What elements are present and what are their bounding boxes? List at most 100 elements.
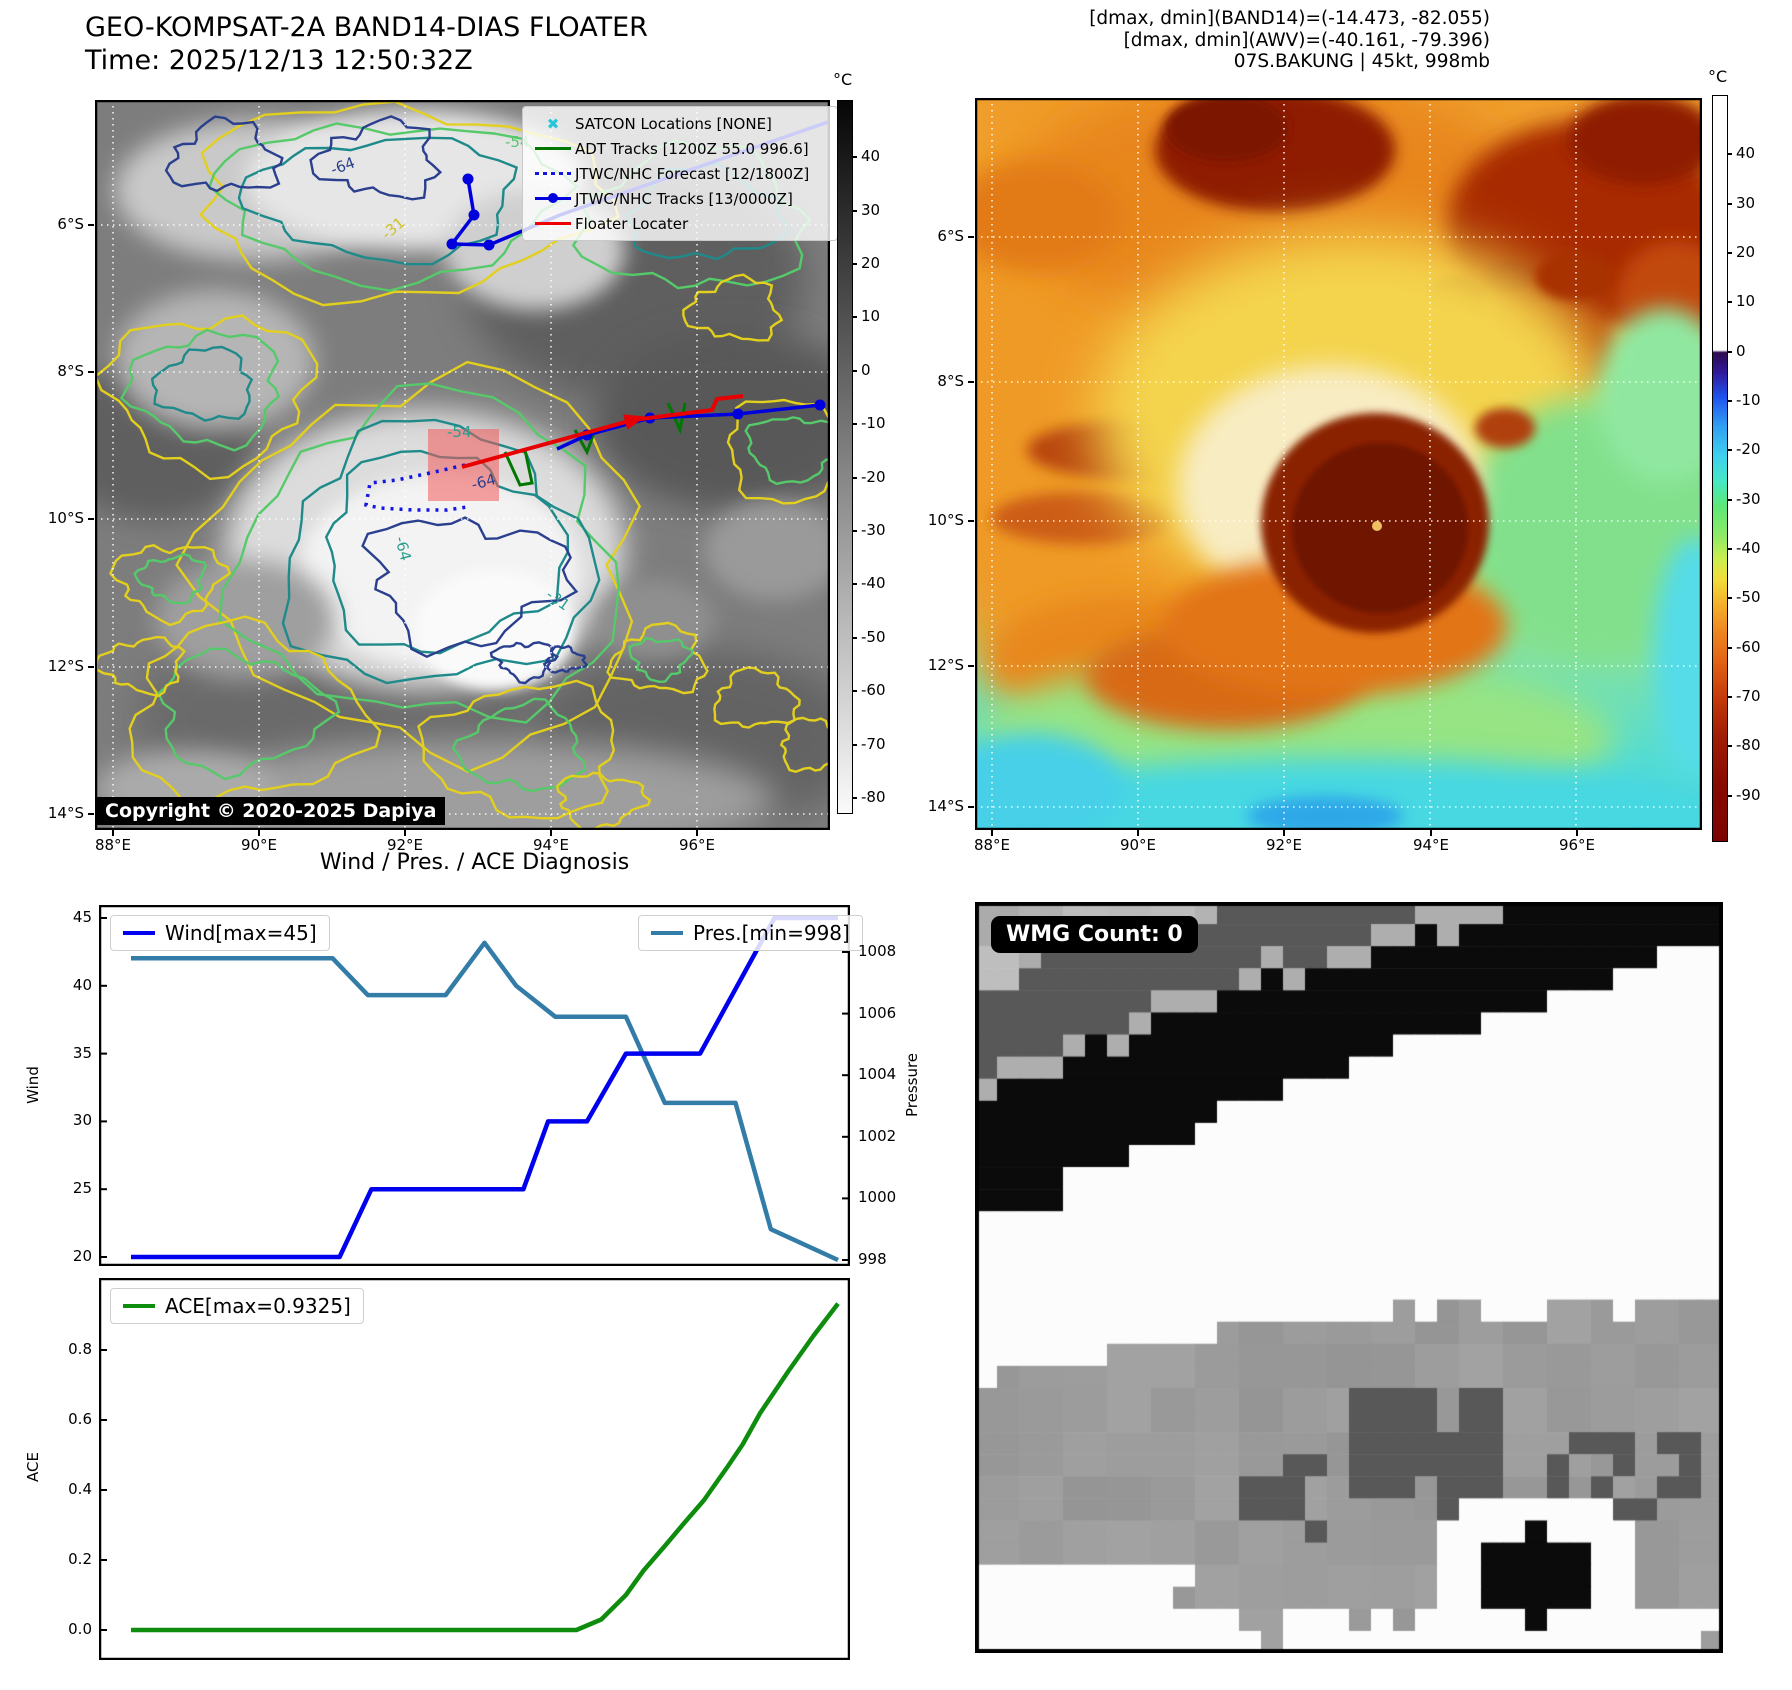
legend-item-label: JTWC/NHC Tracks [13/0000Z] [575, 189, 793, 208]
colorbar-tick-label: -10 [861, 414, 886, 433]
colorbar-tick-mark [1727, 646, 1732, 649]
colorbar-tick-label: -60 [861, 681, 886, 700]
y-tick-mark [88, 813, 94, 815]
awv-colorbar-unit: °C [1708, 67, 1728, 86]
wind-axis-label: Wind [24, 1066, 42, 1104]
colorbar-tick-mark [1727, 695, 1732, 698]
colorbar-tick-label: 0 [861, 360, 871, 379]
colorbar-tick-label: -30 [1736, 489, 1761, 508]
colorbar-tick-label: -80 [861, 788, 886, 807]
colorbar-tick-mark [1727, 745, 1732, 748]
y-tick-mark [968, 236, 974, 238]
legend-item-label: Floater Locater [575, 214, 689, 233]
lon-tick-label: 94°E [532, 836, 570, 854]
map-legend: ✖ SATCON Locations [NONE] ADT Tracks [1200… [522, 106, 838, 241]
figure-title: GEO-KOMPSAT-2A BAND14-DIAS FLOATER [85, 12, 648, 43]
colorbar-tick-label: -70 [861, 734, 886, 753]
wind-legend-label: Wind[max=45] [165, 921, 317, 945]
colorbar-tick-label: -50 [861, 627, 886, 646]
ace-legend: ACE[max=0.9325] [110, 1288, 364, 1324]
annotation-awv-range: [dmax, dmin](AWV)=(-40.161, -79.396) [1123, 29, 1490, 51]
pressure-tick-label: 1002 [858, 1126, 897, 1145]
y-tick-mark [968, 381, 974, 383]
colorbar-tick-mark [852, 797, 857, 800]
colorbar-tick-mark [1727, 153, 1732, 156]
legend-marker-line-icon [531, 146, 575, 151]
lon-tick-label: 90°E [1119, 836, 1157, 854]
figure-timestamp: Time: 2025/12/13 12:50:32Z [85, 45, 473, 76]
wmg-mask-image [975, 902, 1723, 1653]
wind-line-icon [123, 931, 155, 935]
colorbar-tick-label: 30 [861, 200, 881, 219]
colorbar-tick-mark [852, 636, 857, 639]
pressure-legend: Pres.[min=998] [638, 915, 863, 951]
pressure-tick-label: 1006 [858, 1003, 897, 1022]
ace-tick-label: 0.6 [68, 1410, 92, 1428]
ace-axis-label: ACE [24, 1452, 42, 1482]
colorbar-tick-label: 10 [1736, 292, 1756, 311]
colorbar-tick-mark [1727, 202, 1732, 205]
annotation-band14-range: [dmax, dmin](BAND14)=(-14.473, -82.055) [1089, 8, 1490, 29]
ace-legend-label: ACE[max=0.9325] [165, 1294, 351, 1318]
lon-tick-label: 92°E [1265, 836, 1303, 854]
legend-item-label: ADT Tracks [1200Z 55.0 996.6] [575, 139, 809, 158]
x-tick-mark [112, 830, 114, 836]
lon-tick-label: 92°E [386, 836, 424, 854]
wind-pressure-chart [99, 905, 850, 1266]
colorbar-tick-mark [1727, 399, 1732, 402]
wind-tick-label: 35 [72, 1043, 92, 1062]
colorbar-tick-mark [1727, 350, 1732, 353]
legend-item-label: JTWC/NHC Forecast [12/1800Z] [575, 164, 810, 183]
annotation-storm-id: 07S.BAKUNG | 45kt, 998mb [1233, 51, 1490, 72]
colorbar-tick-label: -40 [1736, 538, 1761, 557]
wind-tick-label: 45 [72, 908, 92, 926]
awv-map-panel [895, 78, 1742, 870]
x-tick-mark [550, 830, 552, 836]
ace-tick-label: 0.2 [68, 1550, 92, 1568]
lon-tick-label: 96°E [678, 836, 716, 854]
colorbar-tick-label: 30 [1736, 193, 1756, 212]
legend-item: JTWC/NHC Tracks [13/0000Z] [531, 186, 837, 211]
colorbar-tick-mark [852, 316, 857, 319]
colorbar-tick-label: 10 [861, 307, 881, 326]
wind-tick-label: 20 [72, 1247, 92, 1265]
colorbar-tick-mark [1727, 794, 1732, 797]
corner-annotations: [dmax, dmin](BAND14)=(-14.473, -82.055) … [850, 8, 1490, 73]
pressure-tick-label: 998 [858, 1250, 887, 1268]
lat-tick-label: 8°S [937, 372, 964, 390]
lat-tick-label: 6°S [937, 227, 964, 245]
ace-chart [99, 1278, 850, 1660]
lon-tick-label: 88°E [973, 836, 1011, 854]
band14-colorbar [837, 100, 853, 814]
colorbar-tick-mark [852, 156, 857, 159]
legend-marker-line-dot-icon [531, 193, 575, 204]
colorbar-tick-label: 20 [1736, 242, 1756, 261]
lat-tick-label: 12°S [927, 656, 964, 674]
lon-tick-label: 96°E [1558, 836, 1596, 854]
pressure-tick-label: 1004 [858, 1065, 897, 1084]
legend-item: JTWC/NHC Forecast [12/1800Z] [531, 161, 837, 186]
svg-text:-64: -64 [391, 534, 415, 562]
colorbar-tick-mark [852, 690, 857, 693]
x-tick-mark [404, 830, 406, 836]
legend-marker-x-icon: ✖ [546, 114, 560, 133]
wmg-panel: WMG Count: 0 [975, 902, 1723, 1653]
y-tick-mark [88, 518, 94, 520]
diagnosis-title: Wind / Pres. / ACE Diagnosis [319, 850, 630, 875]
lat-tick-label: 6°S [57, 215, 84, 233]
colorbar-tick-label: -20 [861, 467, 886, 486]
colorbar-tick-label: -50 [1736, 588, 1761, 607]
ace-tick-label: 0.4 [68, 1480, 92, 1498]
colorbar-tick-mark [1727, 498, 1732, 501]
lat-tick-label: 8°S [57, 362, 84, 380]
legend-marker-dotted-icon [531, 171, 575, 176]
colorbar-tick-mark [1727, 547, 1732, 550]
colorbar-tick-label: -30 [861, 521, 886, 540]
colorbar-tick-label: -10 [1736, 390, 1761, 409]
legend-item: ✖ SATCON Locations [NONE] [531, 111, 837, 136]
lat-tick-label: 12°S [47, 657, 84, 675]
colorbar-tick-label: -80 [1736, 736, 1761, 755]
y-tick-mark [88, 224, 94, 226]
awv-colorbar [1712, 95, 1728, 842]
colorbar-tick-mark [852, 209, 857, 212]
